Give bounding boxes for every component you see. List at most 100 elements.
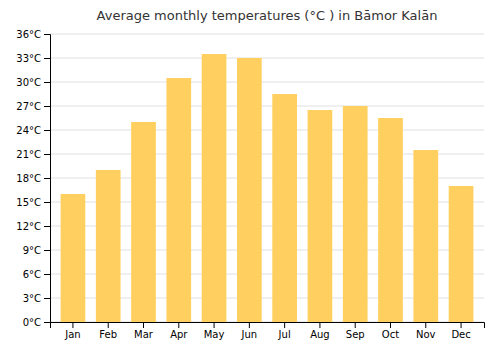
x-tick-mark [214, 322, 215, 328]
x-axis: Jan Feb Mar Apr May Jun Jul Aug Sep Oct Nov Dec [51, 322, 485, 340]
y-tick: 3°C [23, 293, 50, 304]
y-tick-label: 24°C [16, 125, 41, 136]
bar [413, 150, 438, 322]
grid-line [50, 106, 484, 107]
y-axis: 0°C 3°C 6°C 9°C 12°C 15°C 18°C 21°C 24°C 27°C 30°C… [16, 29, 50, 328]
y-tick-label: 12°C [16, 221, 41, 232]
axis-line [44, 35, 51, 323]
y-tick-label: 21°C [16, 149, 41, 160]
bar [308, 110, 333, 322]
x-tick-label: Apr [170, 329, 188, 340]
y-tick-mark [44, 106, 50, 107]
y-tick-mark [44, 274, 50, 275]
y-tick-label: 27°C [16, 101, 41, 112]
x-tick-mark [390, 322, 391, 328]
bar [131, 122, 156, 322]
x-tick-label: Nov [416, 329, 436, 340]
y-tick: 36°C [16, 29, 50, 40]
bar [61, 194, 86, 322]
x-tick: Jan [64, 322, 80, 340]
bar [343, 106, 368, 322]
y-tick: 15°C [16, 197, 50, 208]
y-tick: 21°C [16, 149, 50, 160]
y-tick-mark [44, 130, 50, 131]
x-tick-label: Jan [64, 329, 80, 340]
y-tick: 18°C [16, 173, 50, 184]
y-tick: 24°C [16, 125, 50, 136]
y-tick-label: 15°C [16, 197, 41, 208]
x-tick-mark [72, 322, 73, 328]
x-tick: Apr [170, 322, 188, 340]
grid-line [50, 58, 484, 59]
y-tick-mark [44, 58, 50, 59]
y-tick-mark [44, 154, 50, 155]
x-tick-label: May [204, 329, 225, 340]
x-tick-mark [284, 322, 285, 328]
x-tick-mark [108, 322, 109, 328]
x-tick: Dec [451, 322, 470, 340]
y-tick-label: 6°C [23, 269, 41, 280]
x-tick-label: Mar [134, 329, 154, 340]
x-tick: Nov [416, 322, 436, 340]
y-tick-label: 18°C [16, 173, 41, 184]
y-tick: 12°C [16, 221, 50, 232]
y-tick-label: 36°C [16, 29, 41, 40]
bar [96, 170, 121, 322]
x-tick-label: Feb [99, 329, 117, 340]
x-tick-mark [178, 322, 179, 328]
x-tick: May [204, 322, 225, 340]
x-tick: Aug [310, 322, 330, 340]
y-tick-label: 0°C [23, 317, 41, 328]
y-tick-label: 33°C [16, 53, 41, 64]
x-tick-mark [249, 322, 250, 328]
bar [237, 58, 262, 322]
title: Average monthly temperatures (°C ) in Bā… [97, 8, 438, 23]
x-tick-label: Aug [310, 329, 330, 340]
y-tick-label: 3°C [23, 293, 41, 304]
y-tick-label: 9°C [23, 245, 41, 256]
chart: 0°C 3°C 6°C 9°C 12°C 15°C 18°C 21°C 24°C 27°C 30°C… [0, 0, 500, 350]
bar [202, 54, 227, 322]
x-tick-mark [461, 322, 462, 328]
bar [449, 186, 474, 322]
y-tick: 0°C [23, 317, 50, 328]
y-tick: 30°C [16, 77, 50, 88]
x-tick-label: Jun [241, 329, 258, 340]
y-tick: 9°C [23, 245, 50, 256]
y-tick-mark [44, 34, 50, 35]
y-tick-mark [44, 178, 50, 179]
bar [272, 94, 297, 322]
y-tick-mark [44, 226, 50, 227]
y-tick-mark [44, 298, 50, 299]
grid-line [50, 34, 484, 35]
x-tick-label: Oct [382, 329, 399, 340]
x-tick-label: Jul [278, 329, 291, 340]
x-tick-mark [319, 322, 320, 328]
bars [61, 54, 474, 322]
y-tick-mark [44, 322, 50, 323]
axis-line [51, 323, 485, 329]
chart-container: 0°C 3°C 6°C 9°C 12°C 15°C 18°C 21°C 24°C 27°C 30°C… [0, 0, 500, 350]
bar [166, 78, 191, 322]
bar [378, 118, 403, 322]
y-tick: 33°C [16, 53, 50, 64]
grid-line [50, 130, 484, 131]
y-tick-label: 30°C [16, 77, 41, 88]
x-tick-mark [355, 322, 356, 328]
y-tick-mark [44, 202, 50, 203]
y-tick: 6°C [23, 269, 50, 280]
grid [50, 34, 484, 322]
x-tick: Mar [134, 322, 154, 340]
x-tick: Feb [99, 322, 117, 340]
x-tick-label: Dec [451, 329, 470, 340]
x-tick: Sep [346, 322, 365, 340]
x-tick-mark [143, 322, 144, 328]
y-tick-mark [44, 250, 50, 251]
grid-line [50, 82, 484, 83]
x-tick: Jul [278, 322, 291, 340]
y-tick: 27°C [16, 101, 50, 112]
x-tick-label: Sep [346, 329, 365, 340]
x-tick: Jun [241, 322, 258, 340]
x-tick: Oct [382, 322, 399, 340]
x-tick-mark [425, 322, 426, 328]
